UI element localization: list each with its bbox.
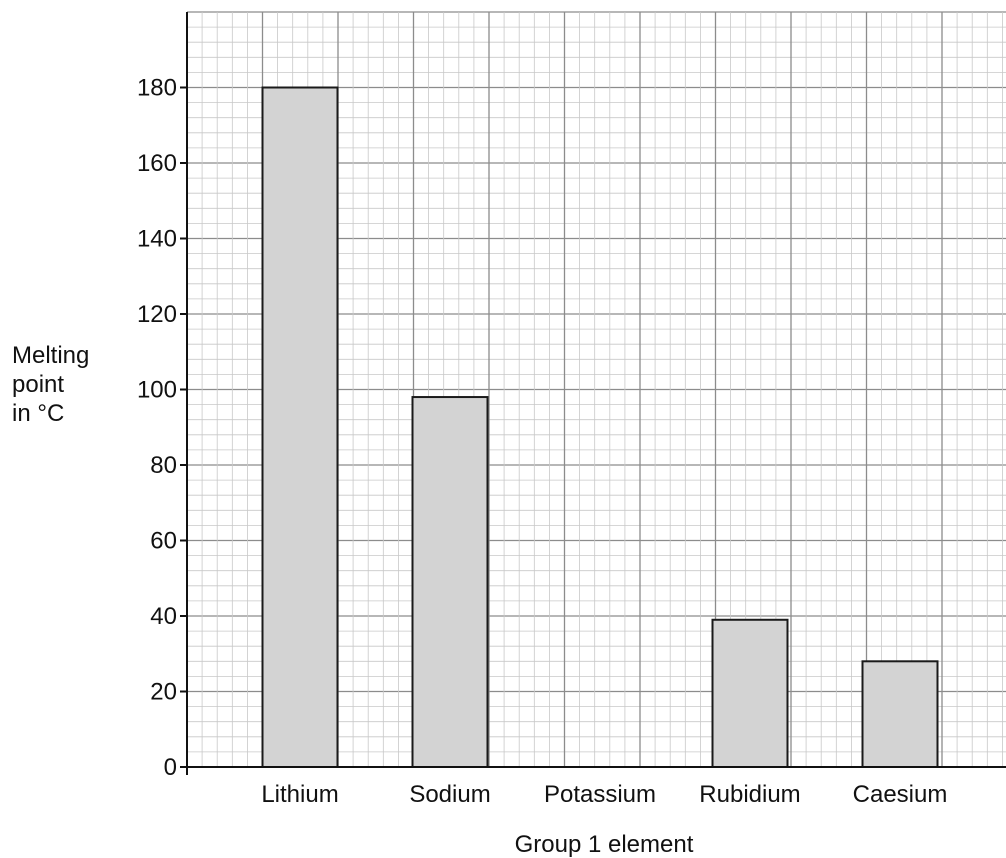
y-axis-title-line-1: Melting (12, 342, 89, 369)
x-axis-category-labels: Lithium Sodium Potassium Rubidium Caesium (261, 781, 947, 808)
y-tick-label: 140 (137, 226, 177, 253)
y-tick-label: 60 (150, 528, 177, 555)
y-tick-label: 120 (137, 301, 177, 328)
bar-caesium (861, 660, 939, 768)
x-category-label-potassium: Potassium (544, 781, 656, 808)
y-tick-label: 20 (150, 679, 177, 706)
x-category-label-sodium: Sodium (409, 781, 490, 808)
x-axis-title: Group 1 element (515, 831, 694, 858)
y-tick-label: 80 (150, 452, 177, 479)
y-axis-title: Melting point in °C (12, 342, 96, 427)
x-category-label-rubidium: Rubidium (699, 781, 800, 808)
bar-lithium (261, 86, 339, 768)
y-tick-label: 180 (137, 75, 177, 102)
y-axis-ticks: 0 20 40 60 80 100 120 140 160 180 (137, 75, 187, 781)
y-tick-label: 40 (150, 603, 177, 630)
bar-rubidium (711, 618, 789, 769)
y-tick-label: 100 (137, 377, 177, 404)
y-axis-title-line-3: in °C (12, 400, 64, 427)
x-category-label-lithium: Lithium (261, 781, 338, 808)
y-tick-label: 160 (137, 150, 177, 177)
y-tick-label: 0 (164, 754, 177, 781)
y-axis-title-line-2: point (12, 371, 64, 398)
x-category-label-caesium: Caesium (853, 781, 948, 808)
bar-sodium (411, 396, 489, 768)
axes (181, 12, 1006, 775)
